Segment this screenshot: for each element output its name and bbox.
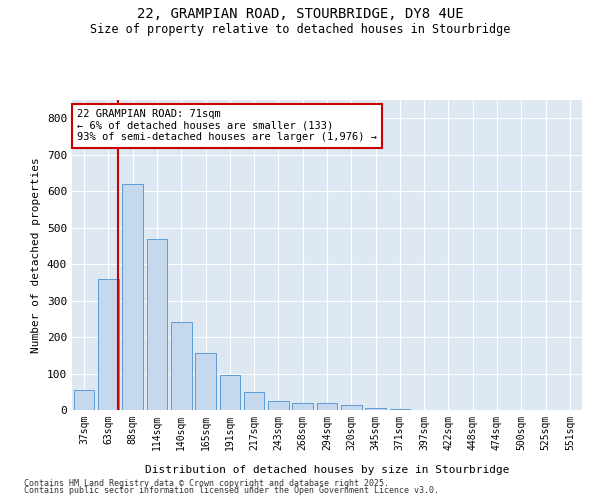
Bar [268,401,289,410]
Bar [122,184,143,410]
Bar [171,322,191,410]
Bar [365,408,386,410]
Bar [244,392,265,410]
Bar [220,374,240,410]
Text: Contains HM Land Registry data © Crown copyright and database right 2025.: Contains HM Land Registry data © Crown c… [24,478,389,488]
Bar [98,278,119,410]
Text: 22 GRAMPIAN ROAD: 71sqm
← 6% of detached houses are smaller (133)
93% of semi-de: 22 GRAMPIAN ROAD: 71sqm ← 6% of detached… [77,110,377,142]
Y-axis label: Number of detached properties: Number of detached properties [31,157,41,353]
Bar [74,390,94,410]
Bar [195,354,216,410]
Text: Size of property relative to detached houses in Stourbridge: Size of property relative to detached ho… [90,22,510,36]
Bar [317,402,337,410]
Bar [292,402,313,410]
Text: Distribution of detached houses by size in Stourbridge: Distribution of detached houses by size … [145,465,509,475]
Bar [341,406,362,410]
Text: 22, GRAMPIAN ROAD, STOURBRIDGE, DY8 4UE: 22, GRAMPIAN ROAD, STOURBRIDGE, DY8 4UE [137,8,463,22]
Bar [146,238,167,410]
Text: Contains public sector information licensed under the Open Government Licence v3: Contains public sector information licen… [24,486,439,495]
